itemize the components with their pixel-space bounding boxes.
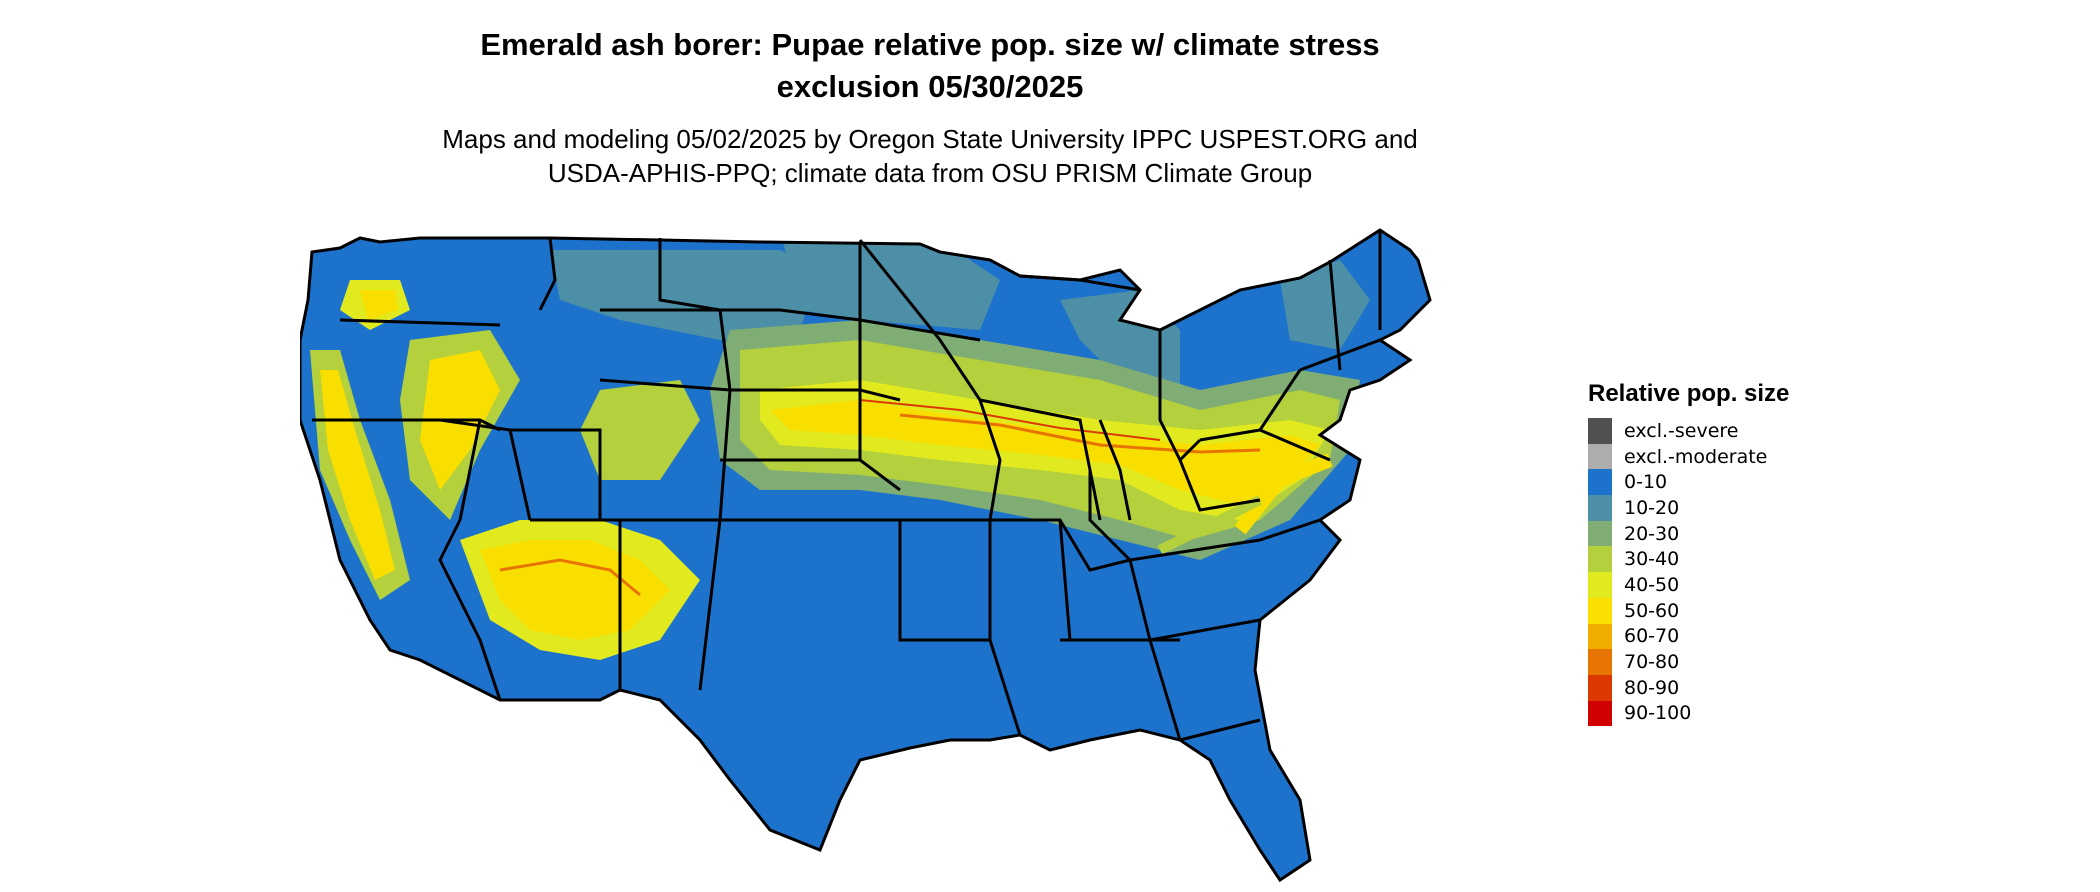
state-boundaries	[300, 228, 1432, 882]
legend-label: 80-90	[1624, 676, 1680, 699]
map-title-line-2: exclusion 05/30/2025	[776, 69, 1084, 104]
legend-item: 0-10	[1588, 469, 1789, 496]
legend-label: 40-50	[1624, 573, 1680, 596]
legend-item: 20-30	[1588, 520, 1789, 547]
legend-label: 90-100	[1624, 702, 1692, 725]
legend-swatch	[1588, 674, 1612, 701]
legend-swatch	[1588, 469, 1612, 496]
legend-label: excl.-moderate	[1624, 445, 1768, 468]
legend-title: Relative pop. size	[1588, 380, 1790, 407]
us-population-map	[300, 228, 1432, 882]
map-title-line-1: Emerald ash borer: Pupae relative pop. s…	[480, 27, 1380, 62]
legend-label: 0-10	[1624, 471, 1668, 494]
legend-swatch	[1588, 520, 1612, 547]
legend-swatch	[1588, 546, 1612, 573]
legend-item: excl.-severe	[1588, 418, 1789, 444]
legend-items: excl.-severe excl.-moderate 0-10 10-20 20-30…	[1588, 418, 1789, 727]
legend-label: 70-80	[1624, 651, 1680, 674]
legend-swatch	[1588, 623, 1612, 650]
legend-item: 70-80	[1588, 649, 1789, 675]
map-title: Emerald ash borer: Pupae relative pop. s…	[0, 24, 1860, 108]
legend-item: 90-100	[1588, 700, 1789, 727]
legend-label: 60-70	[1624, 625, 1680, 648]
legend-label: 20-30	[1624, 522, 1680, 545]
legend-item: 60-70	[1588, 623, 1789, 650]
legend-item: excl.-moderate	[1588, 443, 1789, 470]
legend-swatch	[1588, 700, 1612, 727]
legend-swatch	[1588, 649, 1612, 675]
legend-item: 50-60	[1588, 597, 1789, 624]
legend-swatch	[1588, 597, 1612, 624]
legend-swatch	[1588, 495, 1612, 521]
legend-label: 10-20	[1624, 496, 1680, 519]
legend-item: 30-40	[1588, 546, 1789, 573]
legend-item: 40-50	[1588, 572, 1789, 598]
legend-label: 50-60	[1624, 599, 1680, 622]
legend-swatch	[1588, 443, 1612, 470]
population-raster	[300, 230, 1430, 880]
map-subtitle-line-1: Maps and modeling 05/02/2025 by Oregon S…	[442, 124, 1418, 154]
legend-item: 10-20	[1588, 495, 1789, 521]
legend-label: excl.-severe	[1624, 419, 1739, 442]
legend-item: 80-90	[1588, 674, 1789, 701]
map-subtitle-line-2: USDA-APHIS-PPQ; climate data from OSU PR…	[547, 158, 1313, 188]
legend-label: 30-40	[1624, 548, 1680, 571]
legend: Relative pop. size excl.-severe excl.-mod…	[1588, 380, 1790, 727]
legend-swatch	[1588, 572, 1612, 598]
legend-swatch	[1588, 418, 1612, 444]
map-subtitle: Maps and modeling 05/02/2025 by Oregon S…	[0, 122, 1860, 190]
